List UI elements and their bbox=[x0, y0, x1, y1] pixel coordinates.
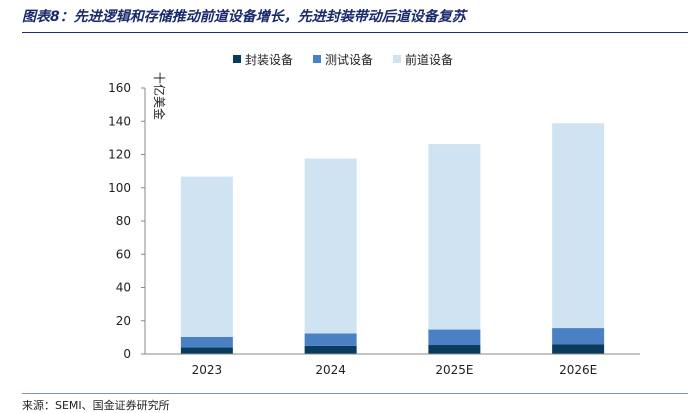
y-tick-label: 140 bbox=[108, 114, 131, 128]
y-tick-label: 160 bbox=[108, 81, 131, 95]
bar-segment bbox=[552, 328, 605, 345]
bar-segment bbox=[552, 123, 605, 329]
bar-segment bbox=[304, 158, 357, 334]
y-tick-label: 40 bbox=[116, 281, 131, 295]
legend-swatch bbox=[393, 55, 401, 63]
bars bbox=[180, 123, 605, 354]
x-tick-label: 2026E bbox=[559, 363, 597, 377]
x-tick-label: 2025E bbox=[435, 363, 473, 377]
x-axis: 2023 2024 2025E 2026E bbox=[145, 353, 640, 377]
bar-segment bbox=[552, 344, 605, 354]
source-rule bbox=[22, 393, 688, 394]
y-axis: 0 20 40 60 80 100 120 140 160 bbox=[108, 81, 146, 361]
y-tick-label: 0 bbox=[123, 347, 131, 361]
legend-swatch bbox=[233, 55, 241, 63]
legend-swatch bbox=[313, 55, 321, 63]
y-tick-label: 20 bbox=[116, 314, 131, 328]
bar-segment bbox=[180, 347, 233, 354]
legend-label: 测试设备 bbox=[325, 52, 373, 67]
bar-segment bbox=[180, 336, 233, 348]
bar-segment bbox=[180, 176, 233, 337]
figure-title: 图表8：先进逻辑和存储推动前道设备增长，先进封装带动后道设备复苏 bbox=[22, 9, 466, 25]
y-tick-label: 80 bbox=[116, 214, 131, 228]
title-rule bbox=[22, 32, 688, 33]
bar-segment bbox=[304, 345, 357, 354]
x-tick-label: 2024 bbox=[315, 363, 346, 377]
y-tick-label: 120 bbox=[108, 148, 131, 162]
x-tick-label: 2023 bbox=[192, 363, 223, 377]
chart-legend: 封装设备 测试设备 前道设备 bbox=[233, 52, 453, 67]
bar-segment bbox=[304, 333, 357, 346]
y-tick-label: 100 bbox=[108, 181, 131, 195]
bar-segment bbox=[428, 345, 481, 354]
legend-label: 前道设备 bbox=[405, 52, 453, 67]
y-unit-label: 十亿美金 bbox=[152, 72, 167, 120]
legend-label: 封装设备 bbox=[245, 53, 293, 67]
bar-segment bbox=[428, 329, 481, 346]
source-note: 来源：SEMI、国金证券研究所 bbox=[22, 399, 170, 412]
y-tick-label: 60 bbox=[116, 247, 131, 261]
bar-segment bbox=[428, 144, 481, 330]
